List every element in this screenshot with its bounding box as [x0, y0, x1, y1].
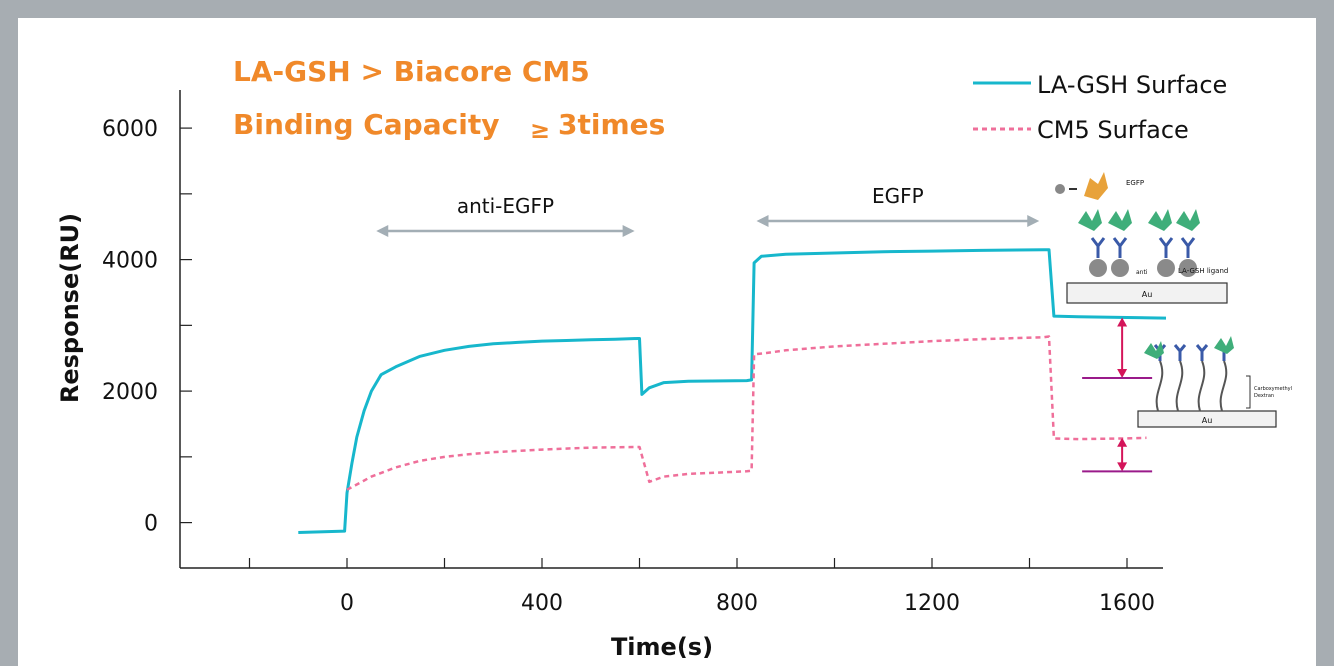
phase-arrow-head-right: [622, 225, 635, 237]
bracket-arrowhead-bottom: [1117, 368, 1128, 378]
legend: LA-GSH Surface CM5 Surface: [973, 71, 1227, 144]
y-tick-label: 0: [144, 512, 158, 537]
la-gsh-surface-schematic: Au EGFP LA-GSH ligand anti: [1055, 172, 1228, 304]
y-ticks: 0 2000 4000 6000: [102, 117, 192, 537]
x-tick-label: 0: [340, 591, 354, 616]
y-tick-label: 6000: [102, 117, 158, 142]
la-gsh-series-line: [298, 248, 1167, 534]
bottom-au-label: Au: [1202, 416, 1213, 425]
x-tick-label: 1200: [904, 591, 960, 616]
phase-arrow-head-left: [756, 215, 769, 227]
x-ticks: 0 400 800 1200 1600: [248, 558, 1155, 616]
dextran-bracket-icon: [1246, 375, 1251, 409]
x-tick-label: 400: [521, 591, 563, 616]
phase-arrow-head-right: [1027, 215, 1040, 227]
capacity-bracket-1: [1082, 317, 1153, 379]
chart-title-symbol: ≥: [530, 116, 550, 144]
top-bead: [1089, 259, 1107, 277]
bracket-arrowhead-bottom: [1117, 462, 1128, 472]
y-tick-label: 2000: [102, 380, 158, 405]
chart-title-suffix: 3times: [558, 108, 665, 141]
top-egfp-structure-icon: [1084, 172, 1108, 200]
legend-label-cm5: CM5 Surface: [1037, 116, 1189, 144]
phase-arrow-head-left: [376, 225, 389, 237]
dextran-label-line2: Dextran: [1254, 393, 1274, 399]
top-bead: [1179, 259, 1197, 277]
x-tick-label: 1600: [1099, 591, 1155, 616]
y-axis-title: Response(RU): [56, 213, 84, 403]
capacity-bracket-2: [1082, 437, 1153, 473]
bottom-egfp-icon: [1144, 336, 1234, 359]
x-tick-label: 800: [716, 591, 758, 616]
phase-label: EGFP: [872, 184, 924, 208]
top-bead: [1111, 259, 1129, 277]
top-egfp-label: EGFP: [1126, 179, 1144, 187]
cm5-surface-schematic: Au Carboxymethyl Dextran: [1137, 336, 1292, 428]
top-anti-label: anti: [1136, 269, 1148, 276]
y-tick-label: 4000: [102, 249, 158, 274]
legend-bead-icon: [1055, 184, 1065, 194]
chart-title-line1: LA-GSH > Biacore CM5: [233, 55, 590, 88]
top-bead: [1157, 259, 1175, 277]
top-ligand-label: LA-GSH ligand: [1178, 267, 1228, 275]
bottom-au-substrate: [1137, 410, 1277, 428]
phase-arrow-2: EGFP: [756, 184, 1040, 227]
cm5-series-line: [346, 335, 1147, 491]
top-au-substrate: [1066, 282, 1228, 304]
figure-panel: LA-GSH > Biacore CM5 Binding Capacity ≥ …: [18, 18, 1316, 666]
axes: 0 2000 4000 6000 0 400 800 1200 1600: [102, 90, 1163, 616]
phase-label: anti-EGFP: [457, 194, 554, 218]
binding-chart: LA-GSH > Biacore CM5 Binding Capacity ≥ …: [56, 55, 1292, 661]
x-axis-title: Time(s): [611, 633, 713, 661]
phase-annotations: anti-EGFP EGFP: [376, 184, 1040, 237]
top-au-label: Au: [1142, 290, 1153, 299]
top-antibody-icon: [1090, 237, 1196, 258]
dextran-label-line1: Carboxymethyl: [1254, 386, 1292, 392]
top-egfp-icon: [1078, 209, 1200, 231]
legend-label-la-gsh: LA-GSH Surface: [1037, 71, 1227, 99]
phase-arrow-1: anti-EGFP: [376, 194, 635, 237]
series-group: [298, 248, 1167, 534]
dextran-chain-icon: [1155, 360, 1228, 412]
bracket-arrowhead-top: [1117, 317, 1128, 327]
capacity-brackets: [1082, 317, 1153, 473]
bracket-arrowhead-top: [1117, 437, 1128, 447]
chart-title-line2: Binding Capacity: [233, 108, 499, 141]
